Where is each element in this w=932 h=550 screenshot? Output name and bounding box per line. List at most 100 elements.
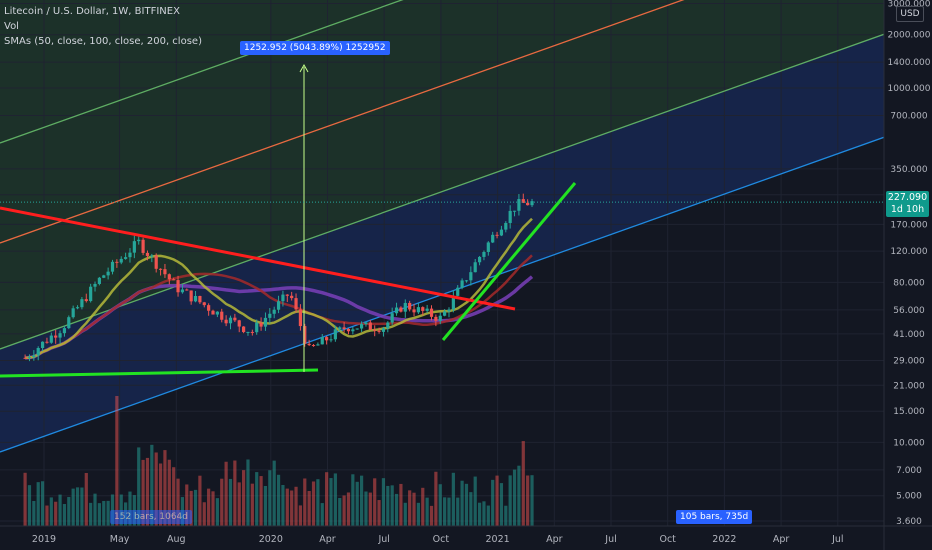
volume-bar (167, 459, 171, 526)
volume-bar (486, 505, 490, 526)
candle-body (119, 258, 123, 263)
volume-bar (447, 497, 451, 526)
candle-body (36, 347, 40, 356)
volume-bar (198, 475, 202, 526)
volume-bar (351, 474, 355, 526)
volume-bar (329, 478, 333, 526)
candle-body (272, 309, 276, 314)
chart-legend: Litecoin / U.S. Dollar, 1W, BITFINEX Vol… (4, 4, 202, 49)
volume-bar (36, 482, 40, 526)
volume-bar (394, 493, 399, 526)
volume-bar (71, 488, 75, 526)
candle-body (434, 316, 438, 321)
volume-bar (242, 470, 246, 526)
candle-body (124, 257, 128, 259)
volume-bar (67, 497, 71, 526)
candle-body (346, 328, 351, 332)
price-tick-label: 120.000 (890, 247, 927, 257)
time-tick-label: Apr (546, 534, 563, 545)
volume-bar (460, 480, 464, 526)
symbol-title[interactable]: Litecoin / U.S. Dollar, 1W, BITFINEX (4, 6, 180, 17)
time-tick-label: Jul (377, 534, 389, 545)
volume-bar (58, 494, 62, 526)
price-tick-label: 1000.000 (888, 84, 931, 94)
range-tag-right: 105 bars, 735d (676, 510, 753, 524)
candle-body (526, 202, 530, 206)
candle-body (250, 331, 254, 333)
volume-bar (499, 483, 504, 526)
candle-body (189, 290, 193, 302)
volume-bar (451, 472, 455, 526)
candle-body (141, 239, 145, 253)
candle-body (80, 299, 84, 308)
candle-body (128, 252, 132, 258)
price-tick-label: 29.000 (893, 356, 925, 366)
candle-body (530, 201, 534, 206)
volume-bar (429, 505, 434, 526)
candle-body (482, 251, 486, 257)
volume-bar (141, 459, 145, 526)
volume-bar (434, 471, 438, 526)
candle-body (311, 345, 316, 347)
candle-body (110, 261, 115, 272)
volume-bar (504, 505, 508, 526)
candle-body (102, 275, 106, 278)
time-tick-label: Oct (433, 534, 450, 545)
candle-body (412, 309, 416, 313)
volume-bar (268, 470, 272, 526)
volume-bar (102, 500, 106, 526)
bar-countdown: 1d 10h (890, 204, 925, 215)
price-tick-label: 80.000 (893, 278, 925, 288)
volume-bar (75, 487, 80, 526)
volume-bar (97, 503, 101, 526)
volume-bar (491, 479, 495, 526)
candle-body (408, 302, 412, 310)
volume-bar (128, 491, 132, 526)
volume-bar (408, 490, 412, 526)
candle-body (237, 320, 241, 327)
channel-line-median (0, 0, 685, 244)
candle-body (54, 335, 58, 338)
currency-button[interactable]: USD (896, 6, 924, 22)
volume-bar (364, 491, 368, 526)
candle-body (316, 344, 320, 346)
candle-body (325, 337, 329, 341)
time-tick-label: Apr (319, 534, 336, 545)
time-tick-label: Apr (773, 534, 790, 545)
candle-body (62, 328, 67, 334)
candle-body (342, 327, 346, 329)
price-tick-label: 1400.000 (888, 58, 931, 68)
volume-bar (207, 488, 211, 526)
volume-bar (202, 502, 206, 526)
volume-bar (233, 460, 237, 526)
price-tick-label: 7.000 (896, 466, 922, 476)
volume-bar (93, 493, 97, 526)
price-tick-label: 3.600 (896, 517, 922, 527)
volume-bar (23, 472, 27, 526)
candle-body (359, 324, 364, 329)
time-tick-label: 2019 (32, 534, 56, 545)
candle-body (263, 317, 268, 327)
candle-body (469, 272, 473, 281)
volume-bar (373, 478, 377, 526)
price-tick-label: 170.000 (890, 220, 927, 230)
volume-bar (137, 447, 141, 526)
volume-bar (508, 475, 512, 526)
candle-body (303, 326, 307, 344)
volume-bar (311, 481, 316, 526)
volume-bar (62, 504, 67, 526)
trendline-green-horizontal (0, 368, 319, 378)
price-tick-label: 10.000 (893, 438, 925, 448)
candle-body (84, 299, 88, 302)
time-tick-label: 2022 (712, 534, 736, 545)
candle-body (246, 331, 250, 333)
volume-bar (342, 495, 346, 526)
sma-indicator-label[interactable]: SMAs (50, close, 100, close, 200, close) (4, 36, 202, 47)
volume-bar (333, 473, 337, 526)
candle-body (464, 280, 469, 282)
volume-bar (145, 457, 150, 526)
volume-indicator-label[interactable]: Vol (4, 21, 19, 32)
volume-bar (246, 459, 250, 526)
